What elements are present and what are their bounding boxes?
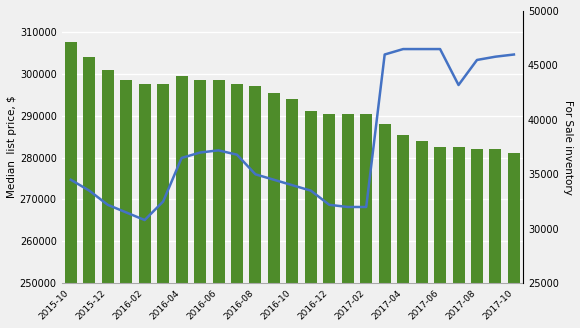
Bar [342,113,354,328]
Bar [305,112,317,328]
Bar [194,80,206,328]
Bar [84,57,95,328]
Bar [157,84,169,328]
Bar [176,76,187,328]
Bar [120,80,132,328]
Bar [416,141,427,328]
Bar [490,149,502,328]
Bar [360,113,372,328]
Bar [139,84,151,328]
Bar [508,154,520,328]
Bar [268,92,280,328]
Y-axis label: For Sale inventory: For Sale inventory [563,100,573,195]
Bar [249,86,262,328]
Bar [212,80,224,328]
Bar [231,84,243,328]
Y-axis label: Median  list price, $: Median list price, $ [7,96,17,198]
Bar [65,42,77,328]
Bar [471,149,483,328]
Bar [323,113,335,328]
Bar [287,99,298,328]
Bar [397,134,409,328]
Bar [379,124,391,328]
Bar [102,70,114,328]
Bar [434,147,446,328]
Bar [452,147,465,328]
